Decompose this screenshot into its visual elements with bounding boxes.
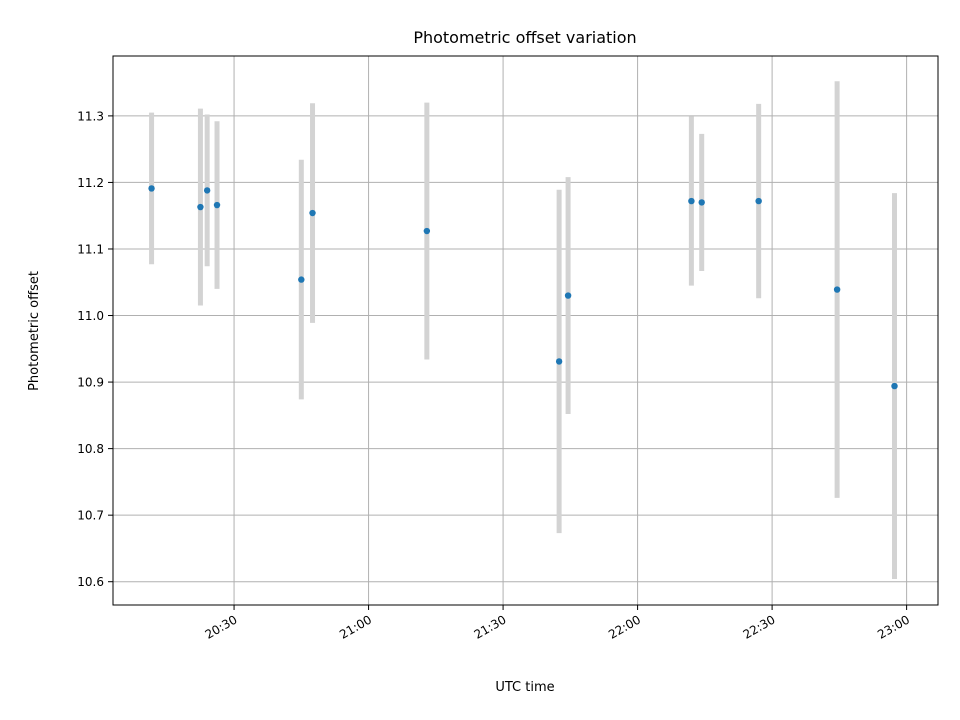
- x-axis-label: UTC time: [495, 680, 554, 695]
- x-tick-label: 21:00: [337, 612, 374, 641]
- x-tick-label: 22:30: [741, 612, 778, 641]
- y-tick-label: 10.8: [77, 442, 104, 456]
- plot-frame: [112, 55, 939, 606]
- data-point: [755, 197, 762, 205]
- y-tick-label: 10.6: [77, 575, 104, 589]
- y-tick-label: 10.9: [77, 376, 104, 390]
- data-points: [148, 185, 898, 390]
- x-tick-label: 23:00: [875, 612, 912, 641]
- data-point: [564, 292, 572, 299]
- y-tick-label: 11.3: [77, 109, 104, 123]
- x-tick-label: 21:30: [472, 612, 509, 641]
- data-point: [203, 187, 211, 194]
- y-axis-ticks: 10.6 10.7 10.8 10.9 11.0 11.1 11.2 11.3: [77, 109, 113, 589]
- data-point: [213, 201, 221, 209]
- data-point: [891, 382, 898, 390]
- data-point: [833, 286, 841, 293]
- y-tick-label: 11.2: [77, 176, 104, 190]
- y-tick-label: 10.7: [77, 509, 104, 523]
- error-bars: [149, 81, 898, 580]
- data-point: [309, 209, 316, 217]
- data-point: [555, 358, 563, 365]
- grid: [113, 56, 938, 605]
- data-point: [698, 199, 705, 206]
- y-axis-label: Photometric offset: [27, 271, 42, 391]
- x-tick-label: 22:00: [606, 612, 643, 641]
- data-point: [688, 197, 695, 205]
- data-point: [148, 185, 155, 192]
- data-point: [423, 227, 431, 235]
- data-point: [197, 203, 204, 211]
- data-point: [298, 276, 305, 283]
- x-tick-label: 20:30: [203, 612, 240, 641]
- chart-title: Photometric offset variation: [413, 28, 636, 47]
- y-tick-label: 11.1: [77, 242, 104, 256]
- x-axis-ticks: 20:30 21:00 21:30 22:00 22:30 23:00: [203, 605, 912, 642]
- y-tick-label: 11.0: [77, 309, 104, 323]
